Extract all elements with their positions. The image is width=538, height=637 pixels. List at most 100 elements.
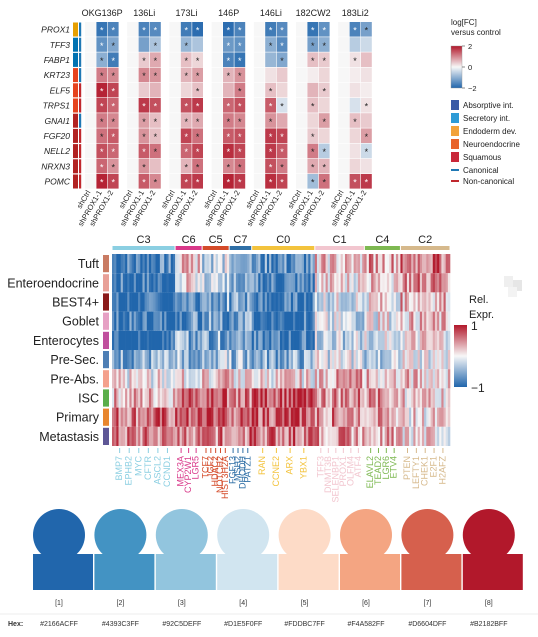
palette-circle	[155, 509, 208, 561]
fc-cell	[361, 52, 372, 67]
expression-cell	[432, 388, 436, 408]
expression-cell	[269, 388, 272, 408]
expression-cell	[310, 350, 313, 370]
expression-cell	[175, 407, 178, 427]
expression-cell	[202, 388, 205, 408]
expression-cell	[172, 426, 176, 446]
fc-cell	[169, 158, 181, 174]
expression-cell	[148, 254, 152, 274]
palette-circle	[340, 509, 392, 561]
expression-cell	[344, 388, 348, 408]
expression-cell	[316, 311, 320, 331]
significance-star: *	[238, 26, 242, 36]
expression-cell	[409, 369, 412, 389]
fc-cell	[253, 82, 265, 98]
expression-cell	[215, 407, 219, 427]
expression-cell	[162, 273, 165, 293]
marker-gene-label: TCF7	[200, 456, 210, 479]
significance-star: *	[322, 117, 326, 127]
expression-cell	[301, 292, 305, 312]
expression-cell	[164, 426, 167, 446]
expression-cell	[195, 330, 198, 350]
palette-rect	[33, 554, 93, 590]
expression-cell	[204, 273, 207, 293]
fc-cell	[296, 67, 307, 83]
fc-cell	[349, 113, 361, 128]
expression-cell	[282, 350, 285, 370]
expression-cell	[170, 407, 174, 427]
expression-cell	[142, 350, 145, 370]
significance-star: *	[111, 41, 115, 51]
significance-star: *	[142, 162, 146, 172]
expression-cell	[336, 369, 339, 389]
expression-cell	[347, 311, 350, 331]
expression-cell	[398, 311, 401, 331]
expression-cell	[393, 350, 397, 370]
expression-cell	[351, 292, 354, 312]
expression-cell	[306, 388, 309, 408]
significance-star: *	[142, 26, 146, 36]
expression-cell	[213, 330, 216, 350]
significance-star: *	[111, 26, 115, 36]
expression-cell	[258, 330, 261, 350]
fc-cell	[169, 98, 181, 113]
expression-cell	[135, 388, 139, 408]
expression-cell	[386, 407, 390, 427]
expression-cell	[222, 273, 225, 293]
fc-cell	[338, 82, 349, 98]
expression-cell	[415, 350, 418, 370]
fc-cell	[349, 22, 361, 37]
expression-cell	[411, 330, 414, 350]
expression-cell	[135, 426, 139, 446]
expression-cell	[342, 292, 346, 312]
expression-cell	[277, 388, 281, 408]
expression-cell	[127, 407, 130, 427]
expression-cell	[297, 350, 300, 370]
expression-cell	[260, 273, 263, 293]
expression-cell	[377, 311, 381, 331]
significance-star: *	[184, 178, 188, 188]
expression-cell	[264, 254, 268, 274]
significance-star: *	[184, 117, 188, 127]
cell-type-label: Pre-Sec.	[50, 353, 99, 367]
expression-cell	[404, 311, 408, 331]
expression-cell	[447, 254, 451, 274]
expression-cell	[155, 273, 158, 293]
fc-cell	[180, 52, 192, 67]
fc-cell	[150, 67, 161, 83]
palette-hex: #B2182BFF	[470, 621, 507, 628]
fc-cell	[265, 158, 276, 174]
palette-rect	[94, 554, 155, 590]
significance-star: *	[111, 71, 115, 81]
expression-cell	[316, 330, 320, 350]
cluster-label: C0	[276, 234, 290, 246]
expression-cell	[377, 254, 381, 274]
expression-cell	[242, 426, 246, 446]
expression-cell	[213, 426, 216, 446]
expression-cell	[125, 330, 128, 350]
expression-cell	[172, 388, 176, 408]
expression-cell	[342, 273, 346, 293]
expression-cell	[186, 407, 189, 427]
significance-star: *	[238, 102, 242, 112]
expression-cell	[197, 369, 201, 389]
expression-cell	[344, 311, 348, 331]
expression-cell	[118, 407, 122, 427]
expression-cell	[409, 350, 412, 370]
expression-cell	[231, 254, 234, 274]
expression-cell	[327, 407, 331, 427]
expression-cell	[146, 273, 150, 293]
expression-cell	[338, 330, 341, 350]
significance-star: *	[154, 132, 158, 142]
expression-cell	[439, 369, 442, 389]
expression-cell	[353, 369, 357, 389]
expression-cell	[290, 330, 294, 350]
fc-cell	[234, 174, 246, 189]
expression-cell	[384, 350, 388, 370]
significance-star: *	[142, 102, 146, 112]
fc-cell	[361, 98, 372, 113]
fc-cell	[96, 98, 108, 113]
expression-cell	[329, 330, 333, 350]
expression-cell	[125, 273, 128, 293]
expression-cell	[175, 330, 178, 350]
